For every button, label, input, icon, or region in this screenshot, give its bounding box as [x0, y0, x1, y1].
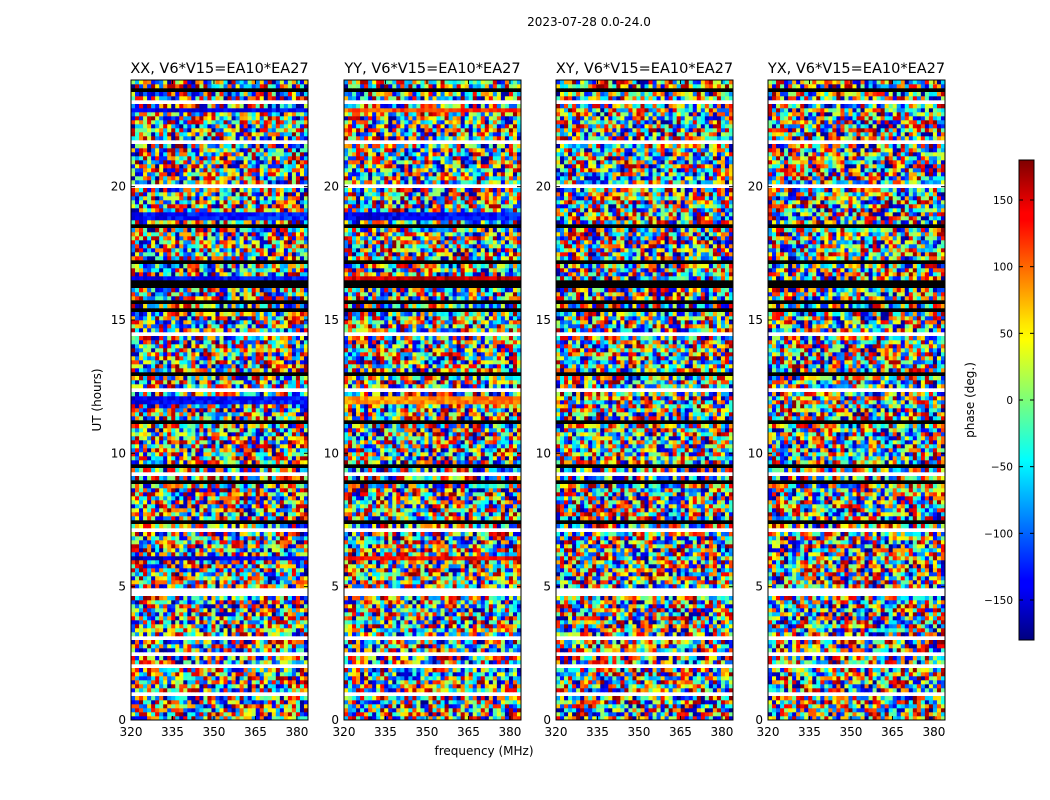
x-tick-label: 380	[285, 725, 308, 739]
phase-heatmap	[344, 80, 522, 721]
panel-title: XY, V6*V15=EA10*EA27	[556, 61, 733, 77]
y-axis-label: UT (hours)	[90, 368, 104, 431]
y-tick-label: 10	[324, 446, 339, 460]
colorbar: 150 100 50 0 −50 −100 −150 phase (deg.)	[963, 159, 1035, 641]
panel-1: YY, V6*V15=EA10*EA27 320 335 350 365 380 0 5 10 1…	[324, 61, 522, 739]
x-tick-label: 335	[586, 725, 609, 739]
x-tick-label: 335	[161, 725, 184, 739]
y-tick-label: 15	[536, 313, 551, 327]
colorbar-tick-label: −150	[984, 595, 1013, 607]
panel-title: YY, V6*V15=EA10*EA27	[343, 61, 520, 77]
x-tick-label: 380	[710, 725, 733, 739]
y-tick-label: 5	[755, 580, 763, 594]
phase-heatmap	[131, 80, 309, 721]
colorbar-tick-label: 100	[993, 262, 1013, 274]
colorbar-tick-label: 50	[1000, 328, 1013, 340]
colorbar-tick-label: −100	[984, 528, 1013, 540]
x-tick-label: 350	[416, 725, 439, 739]
panel-title: YX, V6*V15=EA10*EA27	[767, 61, 945, 77]
y-tick-label: 20	[748, 180, 763, 194]
panel-3: YX, V6*V15=EA10*EA27 320 335 350 365 380 0 5 10 1…	[748, 61, 946, 739]
y-tick-label: 15	[324, 313, 339, 327]
y-tick-label: 0	[331, 713, 339, 727]
x-tick-label: 365	[244, 725, 267, 739]
panel-0: XX, V6*V15=EA10*EA27 320 335 350 365 380 0 5 10 1…	[111, 61, 309, 739]
y-tick-label: 5	[118, 580, 126, 594]
x-tick-label: 320	[545, 725, 568, 739]
y-tick-label: 20	[111, 180, 126, 194]
y-tick-label: 5	[331, 580, 339, 594]
panel-frame	[555, 79, 734, 721]
x-tick-label: 380	[922, 725, 945, 739]
y-tick-label: 15	[748, 313, 763, 327]
panel-frame	[343, 79, 522, 721]
colorbar-tick-label: 0	[1006, 395, 1013, 407]
x-axis-label: frequency (MHz)	[434, 744, 533, 758]
y-tick-label: 0	[118, 713, 126, 727]
colorbar-ticks: 150 100 50 0 −50 −100 −150	[984, 195, 1034, 607]
x-tick-label: 365	[881, 725, 904, 739]
panel-2: XY, V6*V15=EA10*EA27 320 335 350 365 380 0 5 10 1…	[536, 61, 734, 739]
x-tick-label: 320	[333, 725, 356, 739]
x-tick-label: 335	[374, 725, 397, 739]
y-tick-label: 20	[324, 180, 339, 194]
y-tick-label: 10	[111, 446, 126, 460]
x-tick-label: 350	[628, 725, 651, 739]
x-tick-label: 320	[757, 725, 780, 739]
y-tick-label: 5	[543, 580, 551, 594]
panel-frame	[767, 79, 946, 721]
y-tick-label: 10	[748, 446, 763, 460]
y-tick-label: 20	[536, 180, 551, 194]
x-tick-label: 365	[457, 725, 480, 739]
phase-heatmap	[556, 80, 734, 721]
y-tick-label: 0	[755, 713, 763, 727]
x-tick-label: 350	[840, 725, 863, 739]
x-tick-label: 380	[498, 725, 521, 739]
y-tick-label: 10	[536, 446, 551, 460]
colorbar-tick-label: 150	[993, 195, 1013, 207]
phase-heatmap	[768, 80, 946, 721]
colorbar-tick-label: −50	[991, 462, 1013, 474]
y-tick-label: 15	[111, 313, 126, 327]
panel-title: XX, V6*V15=EA10*EA27	[130, 61, 308, 77]
chart-title: 2023-07-28 0.0-24.0	[527, 15, 651, 29]
panels: XX, V6*V15=EA10*EA27 320 335 350 365 380 0 5 10 1…	[111, 61, 946, 739]
y-tick-label: 0	[543, 713, 551, 727]
colorbar-label: phase (deg.)	[963, 362, 977, 438]
x-tick-label: 350	[203, 725, 226, 739]
panel-frame	[130, 79, 309, 721]
x-tick-label: 335	[798, 725, 821, 739]
x-tick-label: 365	[669, 725, 692, 739]
x-tick-label: 320	[120, 725, 143, 739]
